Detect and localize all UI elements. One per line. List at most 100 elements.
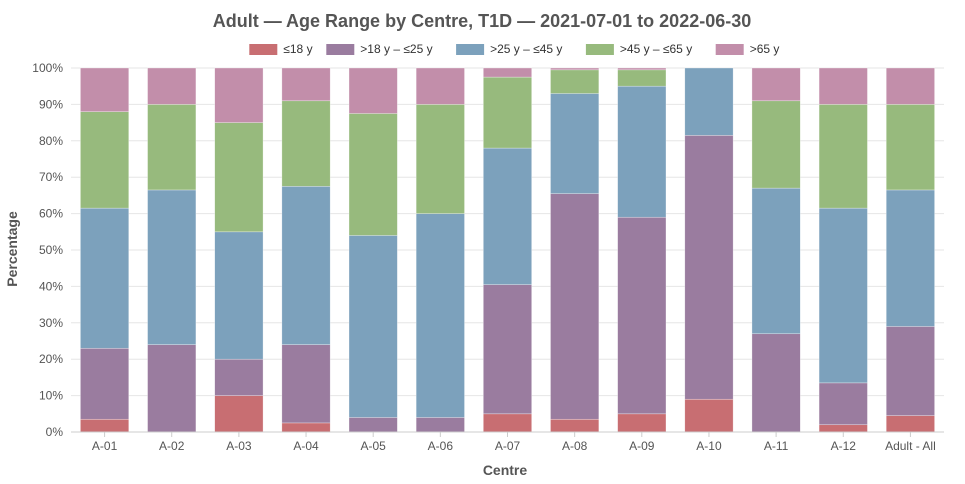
bar-segment [214,122,264,233]
bar-segment [281,100,331,187]
bar-segment [80,111,130,209]
y-tick-label: 0% [46,425,64,439]
bar-segment [550,418,600,433]
y-tick-label: 30% [39,316,63,330]
y-tick-label: 80% [39,134,63,148]
bar-segment [483,413,532,433]
y-tick-label: 100% [32,61,63,75]
bar-segment [483,147,532,285]
bar-segment [550,67,600,71]
x-tick-label: A-10 [696,439,722,453]
bar-segment [550,193,600,420]
bar-segment [214,358,264,396]
legend-item[interactable]: >45 y – ≤65 y [585,42,692,56]
bar-segment [147,344,197,433]
bar-segment [281,67,331,102]
bar-segment [885,104,935,191]
y-tick-label: 40% [39,279,63,293]
x-tick-label: A-02 [159,439,185,453]
bar-segment [483,76,532,149]
legend-label: >25 y – ≤45 y [490,42,562,56]
legend-item[interactable]: >18 y – ≤25 y [326,42,433,56]
y-axis-title: Percentage [4,211,20,287]
bar-segment [147,189,197,345]
bar-segment [751,333,801,433]
x-tick-label: A-12 [831,439,857,453]
bar-segment [281,422,331,433]
x-tick-label: A-06 [428,439,454,453]
x-tick-label: A-03 [226,439,252,453]
bar-segment [483,284,532,415]
bar-segment [818,382,868,426]
y-tick-label: 60% [39,207,63,221]
bar-segment [80,207,130,349]
bar-segment [348,113,398,236]
legend-swatch [585,44,614,55]
legend-label: >65 y [750,42,780,56]
bar-segment [818,104,868,209]
bar-segment [415,104,465,214]
bar-segment [214,67,264,123]
bar-segment [147,67,197,105]
y-tick-label: 70% [39,170,63,184]
legend-item[interactable]: >65 y [715,42,780,56]
bar-segment [80,418,130,433]
legend: ≤18 y >18 y – ≤25 y >25 y – ≤45 y >45 y – ≤… [249,42,779,56]
bar-segment [684,398,734,433]
bar-segment [550,69,600,94]
bar-segment [80,67,130,112]
bar-segment [214,231,264,360]
bar-segment [214,395,264,433]
x-axis: A-01 A-02 A-03 A-04 A-05 A-06 A-07 A-08 A-09 A-10… [71,431,944,453]
bar-segment [751,187,801,335]
legend-item[interactable]: >25 y – ≤45 y [456,42,562,56]
bar-segment [80,347,130,420]
bar-segment [348,67,398,114]
bar-segment [415,417,465,433]
bar-segment [885,189,935,327]
legend-label: >45 y – ≤65 y [620,42,692,56]
x-tick-label: Adult - All [885,439,936,453]
legend-swatch [249,44,278,55]
bar-segment [885,326,935,416]
bar-segment [415,67,465,105]
y-axis: 0% 10% 20% 30% 40% 50% 60% 70% 80% 90% 100% [32,61,63,439]
bars [80,67,935,433]
bar-segment [885,67,935,105]
legend-label: ≤18 y [283,42,312,56]
bar-segment [147,104,197,191]
x-tick-label: A-05 [361,439,387,453]
x-axis-title: Centre [483,462,528,478]
bar-segment [348,235,398,418]
bar-segment [281,186,331,345]
bar-segment [483,67,532,78]
y-tick-label: 50% [39,243,63,257]
bar-segment [281,344,331,424]
y-tick-label: 10% [39,389,63,403]
bar-segment [818,424,868,433]
y-tick-label: 20% [39,352,63,366]
x-tick-label: A-11 [764,439,789,453]
bar-segment [348,417,398,433]
bar-segment [617,69,667,87]
bar-segment [550,93,600,194]
x-tick-label: A-08 [562,439,588,453]
bar-segment [751,100,801,189]
legend-label: >18 y – ≤25 y [360,42,432,56]
x-tick-label: A-01 [92,439,118,453]
legend-item[interactable]: ≤18 y [249,42,313,56]
x-tick-label: A-09 [629,439,655,453]
legend-swatch [456,44,485,55]
bar-segment [684,135,734,400]
bar-segment [617,67,667,71]
y-tick-label: 90% [39,97,63,111]
bar-segment [751,67,801,102]
legend-swatch [326,44,355,55]
bar-segment [818,67,868,105]
legend-swatch [715,44,744,55]
bar-segment [617,85,667,218]
bar-segment [415,213,465,418]
x-tick-label: A-07 [495,439,521,453]
